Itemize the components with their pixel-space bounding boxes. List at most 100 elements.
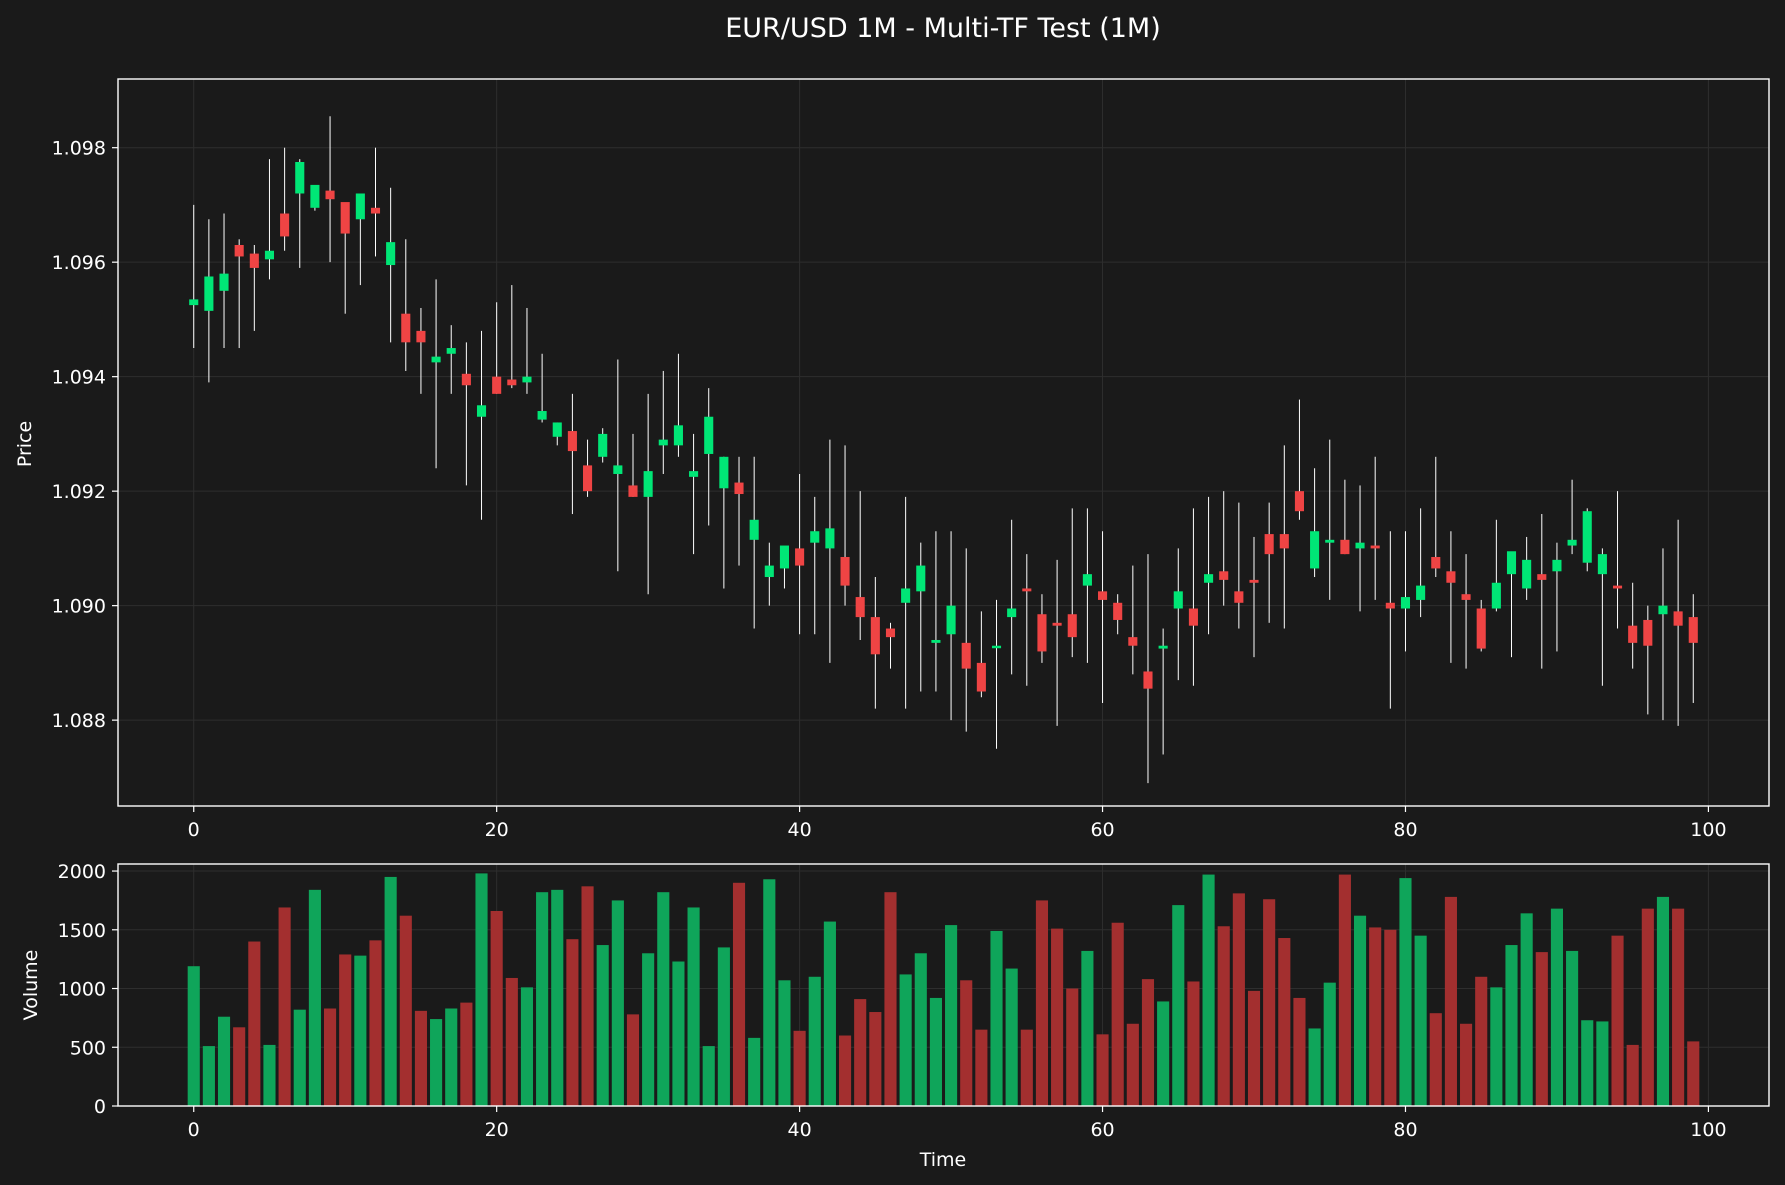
candle-body-up	[386, 242, 396, 266]
candle-body-down	[1385, 602, 1395, 609]
candle-body-down	[416, 330, 426, 343]
volume-bar-down	[1020, 1029, 1033, 1106]
candle-body-down	[1446, 571, 1456, 583]
volume-bar-down	[323, 1008, 337, 1106]
volume-plot-frame	[117, 863, 1770, 1107]
volume-bar-down	[626, 1014, 640, 1106]
volume-bar-up	[929, 997, 942, 1106]
volume-bar-up	[1656, 896, 1670, 1106]
volume-bar-up	[1353, 915, 1367, 1106]
candle-body-up	[658, 439, 668, 446]
volume-bar-down	[1460, 1023, 1473, 1106]
candle-body-down	[1643, 619, 1653, 646]
price-y-tick-label: 1.088	[52, 710, 106, 732]
volume-bar-down	[1429, 1013, 1442, 1106]
price-x-tick-label: 80	[1393, 819, 1417, 841]
candle-body-down	[1264, 534, 1274, 555]
candle-body-down	[325, 190, 335, 200]
candle-body-up	[1416, 585, 1426, 600]
candle-body-up	[1597, 554, 1607, 575]
volume-bar-down	[369, 940, 382, 1106]
volume-bar-up	[1399, 878, 1412, 1106]
candle-body-up	[1522, 559, 1532, 589]
candle-body-up	[1204, 574, 1214, 583]
volume-bar-up	[642, 953, 655, 1106]
chart-title: EUR/USD 1M - Multi-TF Test (1M)	[725, 13, 1161, 44]
candle-body-up	[355, 193, 365, 220]
candle-body-up	[991, 645, 1002, 649]
volume-bar-up	[1172, 905, 1185, 1106]
volume-bar-down	[1066, 988, 1079, 1106]
volume-bar-up	[1202, 874, 1215, 1106]
volume-bar-up	[293, 1009, 306, 1106]
price-y-axis-label: Price	[14, 421, 36, 467]
volume-bar-down	[1263, 899, 1276, 1106]
volume-bar-up	[1505, 945, 1518, 1106]
price-y-ticks: 1.088 1.090 1.092 1.094 1.096 1.098	[52, 138, 118, 732]
volume-bar-down	[399, 915, 412, 1106]
volume-bar-down	[838, 1035, 852, 1106]
volume-bar-up	[672, 961, 685, 1106]
price-x-tick-label: 20	[485, 819, 509, 841]
volume-bar-down	[1247, 990, 1261, 1106]
volume-bar-up	[1490, 987, 1503, 1106]
candle-body-down	[1143, 671, 1153, 689]
candle-body-up	[446, 348, 456, 354]
candle-body-down	[583, 465, 593, 492]
volume-bar-down	[1535, 952, 1548, 1106]
volume-bar-up	[308, 889, 321, 1106]
volume-panel: 0 500 1000 1500 2000 0 20 40 60 80 100 Volume Tim…	[20, 861, 1770, 1171]
candle-body-up	[1400, 597, 1411, 609]
candle-body-down	[734, 482, 744, 495]
volume-x-axis-label: Time	[919, 1149, 967, 1171]
candle-body-down	[1628, 625, 1638, 643]
volume-bar-down	[339, 954, 352, 1106]
candle-body-up	[1567, 539, 1577, 546]
candle-body-up	[1173, 591, 1183, 609]
volume-bar-up	[1323, 982, 1336, 1106]
candle-body-down	[855, 597, 865, 618]
volume-bar-up	[748, 1037, 761, 1106]
candle-body-down	[401, 313, 411, 343]
volume-bar-up	[945, 925, 958, 1106]
volume-bar-up	[611, 900, 624, 1106]
volume-bar-down	[1672, 908, 1685, 1106]
candle-body-up	[1658, 605, 1668, 615]
volume-bars	[187, 873, 1700, 1106]
candle-body-down	[1188, 608, 1198, 626]
volume-bar-up	[202, 1046, 215, 1106]
candle-body-up	[901, 588, 911, 603]
volume-y-tick-label: 1500	[58, 920, 106, 942]
candle-body-down	[1294, 491, 1304, 512]
candle-body-down	[1431, 556, 1441, 569]
volume-bar-down	[248, 941, 261, 1106]
volume-bar-down	[1475, 976, 1488, 1106]
candle-body-down	[1476, 608, 1486, 649]
volume-bar-down	[1293, 997, 1306, 1106]
price-y-tick-label: 1.098	[52, 138, 106, 160]
candle-body-down	[1097, 591, 1108, 600]
candle-body-up	[598, 433, 608, 457]
volume-bar-down	[460, 1002, 473, 1106]
volume-bar-down	[490, 910, 503, 1106]
candle-body-up	[189, 299, 199, 306]
volume-bar-down	[975, 1029, 988, 1106]
volume-bar-down	[1384, 929, 1397, 1106]
candle-body-up	[1491, 582, 1501, 609]
volume-bar-up	[1566, 950, 1579, 1106]
volume-y-tick-label: 0	[94, 1096, 106, 1118]
candle-body-up	[1082, 574, 1092, 586]
price-bodies	[189, 162, 1698, 692]
candle-body-up	[946, 605, 956, 635]
price-plot-frame	[117, 78, 1770, 807]
volume-bar-up	[520, 987, 534, 1106]
volume-bar-down	[1141, 979, 1155, 1106]
price-y-tick-label: 1.090	[52, 596, 106, 618]
candle-body-up	[522, 376, 532, 383]
candle-body-down	[492, 376, 502, 394]
candle-body-up	[1325, 539, 1335, 543]
volume-bar-down	[233, 1027, 246, 1106]
candle-body-up	[431, 356, 441, 363]
volume-bar-up	[1550, 908, 1564, 1106]
candle-body-down	[1128, 637, 1138, 646]
